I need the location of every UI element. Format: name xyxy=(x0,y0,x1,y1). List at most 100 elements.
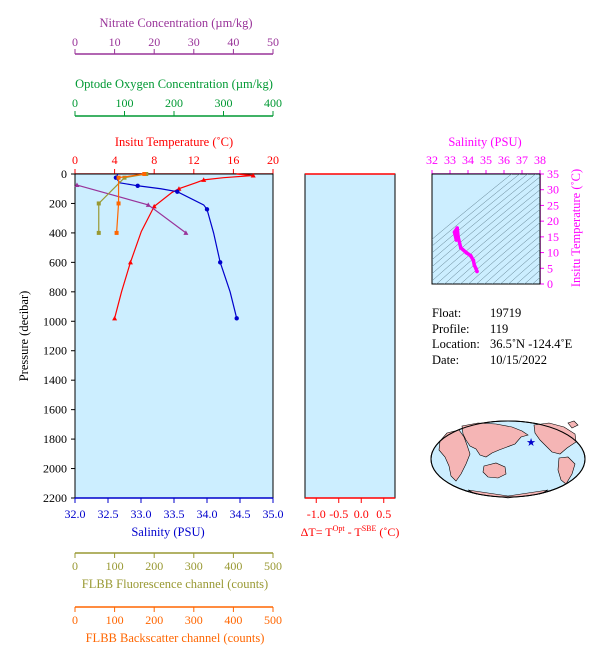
fluorescence-tick-label: 0 xyxy=(72,559,78,573)
oxygen-tick-label: 200 xyxy=(165,96,183,110)
salinity-tick-label: 35.0 xyxy=(263,507,284,521)
delta-tick-label: 0.0 xyxy=(354,507,369,521)
ts-point xyxy=(459,246,463,250)
temperature-tick-label: 8 xyxy=(151,153,157,167)
pressure-tick-label: 1200 xyxy=(43,344,67,358)
map-land-europe-africa xyxy=(438,429,471,482)
temperature-tick-label: 0 xyxy=(72,153,78,167)
backscatter-tick-label: 200 xyxy=(145,613,163,627)
salinity-axis-label: Salinity (PSU) xyxy=(131,525,204,539)
ts-contour-line xyxy=(492,242,540,284)
pressure-tick-label: 1400 xyxy=(43,373,67,387)
ts-contour-line xyxy=(476,228,540,284)
salinity-tick-label: 33.5 xyxy=(164,507,185,521)
nitrate-point xyxy=(145,202,151,207)
ts-contour-line xyxy=(432,174,528,254)
oxygen-tick-label: 0 xyxy=(72,96,78,110)
backscatter-tick-label: 400 xyxy=(224,613,242,627)
nitrate-tick-label: 20 xyxy=(148,35,160,49)
info-float: Float: 19719 xyxy=(432,306,572,322)
temperature-axis: 0 4 8 12 16 20 xyxy=(72,153,279,175)
ts-y-tick-label: 20 xyxy=(547,214,559,228)
salinity-tick-label: 34.0 xyxy=(197,507,218,521)
ts-salinity-axis: 32 33 34 35 36 37 38 xyxy=(426,153,546,175)
delta-plot-area xyxy=(304,173,396,499)
oxygen-tick-label: 100 xyxy=(116,96,134,110)
fluorescence-tick-label: 400 xyxy=(224,559,242,573)
pressure-tick-label: 600 xyxy=(49,255,67,269)
info-profile: Profile: 119 xyxy=(432,322,572,338)
backscatter-point xyxy=(114,230,119,235)
backscatter-point xyxy=(116,175,121,180)
nitrate-axis-label: Nitrate Concentration (µm/kg) xyxy=(100,16,253,30)
fluorescence-tick-label: 200 xyxy=(145,559,163,573)
nitrate-tick-label: 0 xyxy=(72,35,78,49)
temperature-point xyxy=(201,177,207,182)
salinity-tick-label: 34.5 xyxy=(230,507,251,521)
ts-point xyxy=(455,226,460,230)
location-value: 36.5˚N -124.4˚E xyxy=(490,337,573,351)
ts-contour-line xyxy=(460,215,540,284)
ts-y-tick-label: 10 xyxy=(547,246,559,260)
temperature-point xyxy=(127,259,133,265)
temperature-tick-label: 12 xyxy=(188,153,200,167)
salinity-tick-label: 33.0 xyxy=(131,507,152,521)
ts-y-tick-label: 25 xyxy=(547,198,559,212)
pressure-tick-label: 800 xyxy=(49,285,67,299)
nitrate-point xyxy=(183,230,189,235)
temperature-tick-label: 20 xyxy=(267,153,279,167)
ts-y-tick-label: 0 xyxy=(547,277,553,291)
ts-contour-line xyxy=(524,269,540,284)
backscatter-series-line xyxy=(115,173,145,233)
ts-point xyxy=(471,258,476,263)
delta-tick-label: -1.0 xyxy=(307,507,326,521)
fluorescence-tick-label: 500 xyxy=(264,559,282,573)
nitrate-tick-label: 50 xyxy=(267,35,279,49)
pressure-axis-label: Pressure (decibar) xyxy=(17,291,31,382)
info-date: Date: 10/15/2022 xyxy=(432,353,572,369)
ts-point xyxy=(452,230,457,234)
temperature-point xyxy=(151,203,157,209)
world-map: ★ xyxy=(430,420,586,499)
ts-contour-line xyxy=(452,209,540,284)
ts-point xyxy=(454,238,459,242)
fluorescence-point xyxy=(122,175,127,180)
ts-contour-line xyxy=(432,182,540,275)
fluorescence-tick-label: 100 xyxy=(106,559,124,573)
fluorescence-axis-label: FLBB Fluorescence channel (counts) xyxy=(82,577,268,591)
ts-plot-area xyxy=(431,173,541,285)
delta-axis-label: ΔT= TOpt - TSBE (˚C) xyxy=(301,524,400,539)
backscatter-point xyxy=(116,201,121,206)
profile-value: 119 xyxy=(490,321,509,336)
oxygen-tick-label: 300 xyxy=(215,96,233,110)
main-plot-area xyxy=(74,173,274,499)
nitrate-point xyxy=(74,182,80,188)
temperature-axis-label: Insitu Temperature (˚C) xyxy=(115,135,233,149)
ts-x-tick-label: 38 xyxy=(534,153,546,167)
ts-contour-line xyxy=(484,235,540,284)
date-value: 10/15/2022 xyxy=(490,352,547,367)
map-land-asia xyxy=(461,422,529,458)
backscatter-axis: 0 100 200 300 400 500 xyxy=(72,606,282,627)
nitrate-tick-label: 30 xyxy=(188,35,200,49)
ts-x-tick-label: 32 xyxy=(426,153,438,167)
ts-temperature-label: Insitu Temperature (˚C) xyxy=(569,169,583,287)
ts-contour-line xyxy=(432,189,540,282)
pressure-axis: 0 200 400 600 800 1000 1200 1400 1600 1800 2000 220… xyxy=(43,167,75,505)
pressure-tick-label: 1000 xyxy=(43,314,67,328)
ts-contour-line xyxy=(532,276,540,284)
oxygen-axis: 0 100 200 300 400 xyxy=(72,96,282,117)
fluorescence-point xyxy=(96,201,101,206)
ts-contour-line xyxy=(500,249,540,284)
info-location: Location: 36.5˚N -124.4˚E xyxy=(432,337,572,353)
ts-point xyxy=(468,253,473,258)
map-land-north-america xyxy=(533,422,577,455)
ts-point xyxy=(456,235,460,239)
delta-label-mid: - T xyxy=(345,525,363,539)
ts-x-tick-label: 35 xyxy=(480,153,492,167)
ts-contour-line xyxy=(558,164,609,290)
ts-y-tick-label: 30 xyxy=(547,183,559,197)
backscatter-axis-label: FLBB Backscatter channel (counts) xyxy=(86,631,265,645)
salinity-point xyxy=(175,189,180,194)
fluorescence-point xyxy=(96,230,101,235)
